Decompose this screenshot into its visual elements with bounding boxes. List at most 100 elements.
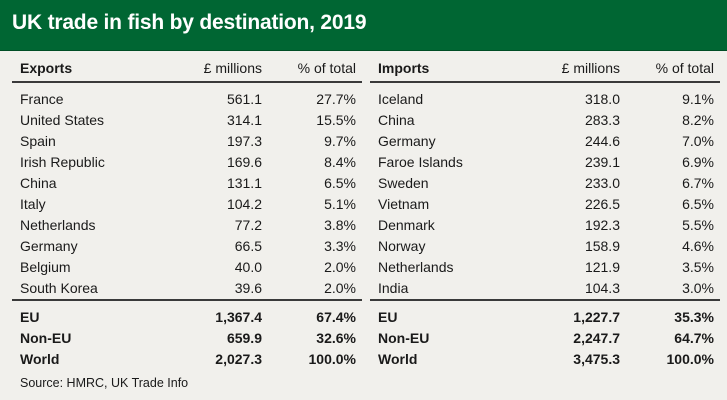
percent-cell: 6.7% (682, 175, 714, 191)
exports-table-row: Belgium 40.0 2.0% (12, 257, 362, 278)
exports-table: Exports £ millions % of total France 561.… (12, 55, 362, 370)
name-cell: Spain (20, 133, 56, 149)
value-cell: 239.1 (584, 154, 620, 170)
percent-cell: 8.4% (324, 154, 356, 170)
value-cell: 659.9 (226, 330, 262, 346)
value-cell: 77.2 (234, 217, 262, 233)
name-cell: Germany (378, 133, 436, 149)
percent-cell: 100.0% (666, 351, 714, 367)
exports-table-row: Spain 197.3 9.7% (12, 131, 362, 152)
imports-table-row: Denmark 192.3 5.5% (370, 215, 720, 236)
imports-totals-divider (370, 299, 720, 301)
value-cell: 1,367.4 (215, 309, 262, 325)
name-cell: Iceland (378, 91, 424, 107)
name-cell: Netherlands (378, 259, 454, 275)
exports-country-rows: France 561.1 27.7% United States 314.1 15.5% S… (12, 89, 362, 299)
value-cell: 158.9 (584, 238, 620, 254)
exports-table-row: South Korea 39.6 2.0% (12, 278, 362, 299)
imports-header-row: Imports £ millions % of total (370, 55, 720, 83)
name-cell: Non-EU (20, 330, 72, 346)
name-cell: China (20, 175, 57, 191)
percent-cell: 2.0% (324, 280, 356, 296)
value-cell: 131.1 (226, 175, 262, 191)
imports-table-row: Sweden 233.0 6.7% (370, 173, 720, 194)
percent-cell: 3.3% (324, 238, 356, 254)
imports-percent-column-header: % of total (655, 60, 714, 76)
percent-cell: 27.7% (316, 91, 356, 107)
percent-cell: 5.1% (324, 196, 356, 212)
name-cell: South Korea (20, 280, 98, 296)
percent-cell: 3.8% (324, 217, 356, 233)
imports-table-row: China 283.3 8.2% (370, 110, 720, 131)
percent-cell: 3.5% (682, 259, 714, 275)
name-cell: Netherlands (20, 217, 96, 233)
name-cell: Norway (378, 238, 426, 254)
title-banner: UK trade in fish by destination, 2019 (0, 0, 727, 51)
percent-cell: 9.7% (324, 133, 356, 149)
name-cell: Italy (20, 196, 46, 212)
name-cell: India (378, 280, 409, 296)
exports-header-row: Exports £ millions % of total (12, 55, 362, 83)
exports-table-row: Germany 66.5 3.3% (12, 236, 362, 257)
percent-cell: 35.3% (674, 309, 714, 325)
value-cell: 40.0 (234, 259, 262, 275)
exports-total-rows: EU 1,367.4 67.4% Non-EU 659.9 32.6% World 2,027… (12, 307, 362, 370)
name-cell: World (378, 351, 418, 367)
imports-total-rows: EU 1,227.7 35.3% Non-EU 2,247.7 64.7% World 3,4… (370, 307, 720, 370)
value-cell: 2,247.7 (573, 330, 620, 346)
chart-title: UK trade in fish by destination, 2019 (12, 11, 367, 34)
percent-cell: 6.5% (324, 175, 356, 191)
percent-cell: 32.6% (316, 330, 356, 346)
percent-cell: 67.4% (316, 309, 356, 325)
value-cell: 66.5 (234, 238, 262, 254)
imports-table-row: Faroe Islands 239.1 6.9% (370, 152, 720, 173)
exports-table-row: Italy 104.2 5.1% (12, 194, 362, 215)
percent-cell: 8.2% (682, 112, 714, 128)
exports-value-column-header: £ millions (203, 60, 262, 76)
name-cell: Non-EU (378, 330, 430, 346)
percent-cell: 100.0% (308, 351, 356, 367)
name-cell: Irish Republic (20, 154, 105, 170)
name-cell: EU (20, 309, 40, 325)
value-cell: 192.3 (584, 217, 620, 233)
percent-cell: 7.0% (682, 133, 714, 149)
percent-cell: 4.6% (682, 238, 714, 254)
percent-cell: 5.5% (682, 217, 714, 233)
percent-cell: 3.0% (682, 280, 714, 296)
imports-total-row: World 3,475.3 100.0% (370, 349, 720, 370)
value-cell: 314.1 (226, 112, 262, 128)
imports-value-column-header: £ millions (561, 60, 620, 76)
value-cell: 39.6 (234, 280, 262, 296)
exports-percent-column-header: % of total (297, 60, 356, 76)
value-cell: 561.1 (226, 91, 262, 107)
exports-total-row: EU 1,367.4 67.4% (12, 307, 362, 328)
value-cell: 226.5 (584, 196, 620, 212)
value-cell: 233.0 (584, 175, 620, 191)
percent-cell: 64.7% (674, 330, 714, 346)
name-cell: Germany (20, 238, 78, 254)
exports-table-row: Irish Republic 169.6 8.4% (12, 152, 362, 173)
name-cell: France (20, 91, 64, 107)
exports-table-row: United States 314.1 15.5% (12, 110, 362, 131)
percent-cell: 6.5% (682, 196, 714, 212)
value-cell: 283.3 (584, 112, 620, 128)
imports-total-row: EU 1,227.7 35.3% (370, 307, 720, 328)
exports-table-row: France 561.1 27.7% (12, 89, 362, 110)
value-cell: 2,027.3 (215, 351, 262, 367)
name-cell: China (378, 112, 415, 128)
percent-cell: 2.0% (324, 259, 356, 275)
value-cell: 169.6 (226, 154, 262, 170)
imports-heading: Imports (378, 60, 430, 76)
imports-table-row: Germany 244.6 7.0% (370, 131, 720, 152)
value-cell: 104.3 (584, 280, 620, 296)
percent-cell: 6.9% (682, 154, 714, 170)
value-cell: 3,475.3 (573, 351, 620, 367)
name-cell: Sweden (378, 175, 429, 191)
imports-table: Imports £ millions % of total Iceland 318… (370, 55, 720, 370)
exports-total-row: Non-EU 659.9 32.6% (12, 328, 362, 349)
imports-table-row: Iceland 318.0 9.1% (370, 89, 720, 110)
source-note: Source: HMRC, UK Trade Info (20, 376, 189, 390)
exports-totals-divider (12, 299, 362, 301)
percent-cell: 15.5% (316, 112, 356, 128)
value-cell: 197.3 (226, 133, 262, 149)
